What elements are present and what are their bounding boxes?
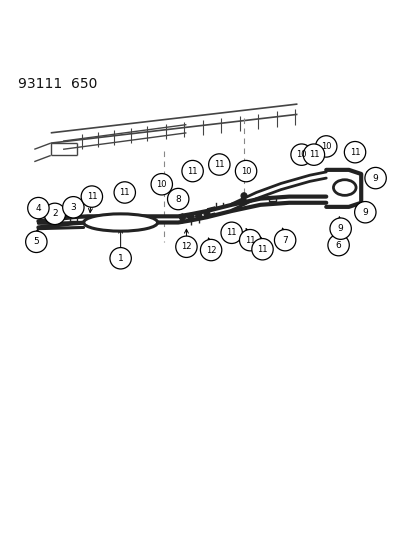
Text: 10: 10 <box>296 150 306 159</box>
Circle shape <box>240 193 246 199</box>
Circle shape <box>187 213 193 219</box>
Ellipse shape <box>83 214 157 231</box>
Text: 9: 9 <box>372 174 377 183</box>
Circle shape <box>364 167 385 189</box>
Circle shape <box>81 186 102 207</box>
Circle shape <box>354 201 375 223</box>
Circle shape <box>344 141 365 163</box>
Circle shape <box>26 231 47 253</box>
Text: 2: 2 <box>52 209 57 219</box>
Text: 4: 4 <box>36 204 41 213</box>
Circle shape <box>315 136 336 157</box>
Circle shape <box>329 218 351 239</box>
Circle shape <box>44 203 65 224</box>
Text: 11: 11 <box>256 245 267 254</box>
Text: 11: 11 <box>187 167 197 175</box>
Text: 12: 12 <box>181 243 191 251</box>
Text: 11: 11 <box>214 160 224 169</box>
Text: 1: 1 <box>117 254 123 263</box>
Text: 11: 11 <box>308 150 318 159</box>
Text: 8: 8 <box>175 195 180 204</box>
Circle shape <box>114 182 135 203</box>
Circle shape <box>200 239 221 261</box>
Circle shape <box>181 160 203 182</box>
Circle shape <box>235 160 256 182</box>
Text: 93111  650: 93111 650 <box>18 77 97 91</box>
Text: 7: 7 <box>282 236 287 245</box>
Circle shape <box>290 144 311 165</box>
Circle shape <box>240 199 246 205</box>
Circle shape <box>239 230 260 251</box>
Text: 11: 11 <box>244 236 255 245</box>
Circle shape <box>302 144 324 165</box>
Text: 10: 10 <box>240 167 251 175</box>
Circle shape <box>28 197 49 219</box>
Circle shape <box>327 235 349 256</box>
Circle shape <box>274 230 295 251</box>
Text: 11: 11 <box>119 188 130 197</box>
Text: 11: 11 <box>226 228 236 237</box>
Text: 3: 3 <box>70 203 76 212</box>
Circle shape <box>251 239 273 260</box>
Circle shape <box>179 214 185 220</box>
Text: 5: 5 <box>33 237 39 246</box>
Circle shape <box>62 197 84 218</box>
Circle shape <box>208 154 230 175</box>
Text: 12: 12 <box>205 246 216 255</box>
Text: 10: 10 <box>320 142 331 151</box>
Circle shape <box>176 236 197 257</box>
Ellipse shape <box>332 180 355 196</box>
Text: 6: 6 <box>335 240 341 249</box>
Text: 9: 9 <box>361 208 367 217</box>
Circle shape <box>167 188 188 210</box>
Text: 9: 9 <box>337 224 343 233</box>
Circle shape <box>110 248 131 269</box>
Text: 11: 11 <box>86 192 97 201</box>
Circle shape <box>204 211 209 217</box>
Circle shape <box>195 213 201 219</box>
Text: 11: 11 <box>349 148 359 157</box>
Text: 10: 10 <box>156 180 166 189</box>
Circle shape <box>151 174 172 195</box>
Circle shape <box>221 222 242 244</box>
